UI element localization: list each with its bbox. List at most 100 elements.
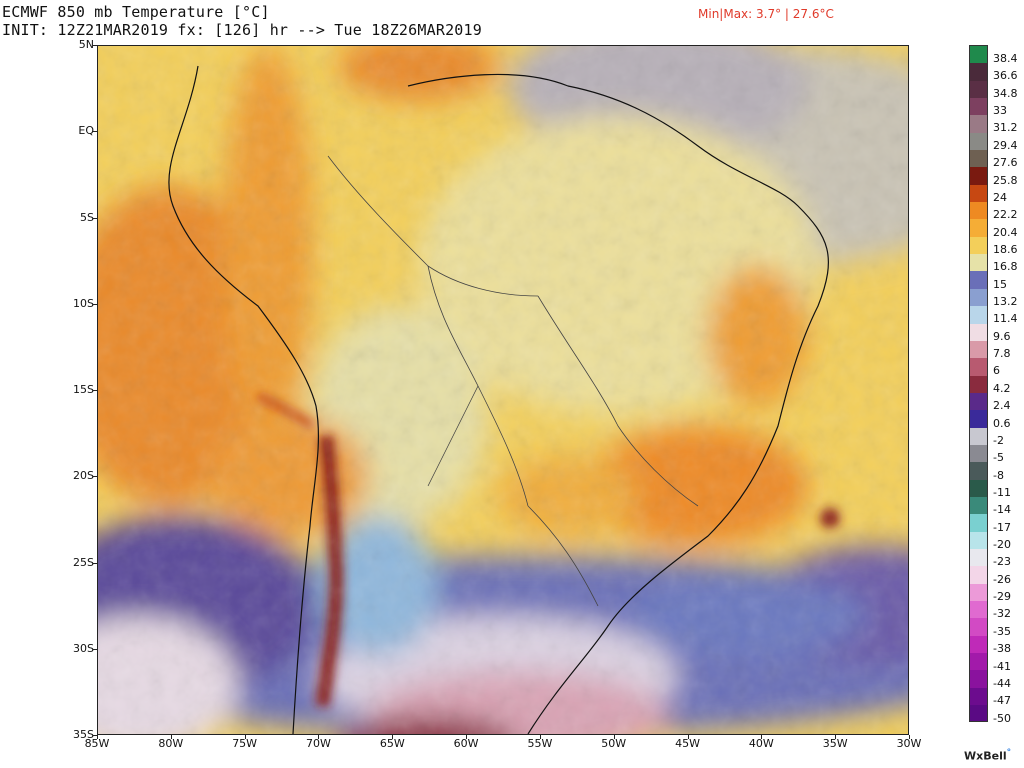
lat-tick [93,476,97,478]
color-scale-label: 25.8 [993,173,1018,187]
color-scale-cell [970,202,987,220]
lon-tick [170,735,172,739]
color-scale-label: 36.6 [993,69,1018,83]
lon-tick [392,735,394,739]
lon-label: 55W [527,737,553,750]
color-scale-cell [970,566,987,584]
color-scale-cell [970,375,987,393]
color-scale-cell [970,236,987,255]
color-scale-cell [970,444,987,463]
temperature-map[interactable] [97,45,909,735]
color-scale-cell [970,46,987,64]
lon-tick [909,735,910,739]
color-scale-cell [970,705,987,721]
lat-label: 10S [73,296,94,310]
color-scale-label: -5 [993,451,1004,465]
color-scale-cell [970,462,987,480]
color-scale-cell [970,323,987,341]
color-scale-label: 11.4 [993,312,1018,326]
color-scale-label: 31.2 [993,121,1018,135]
lat-tick [93,45,97,46]
color-scale-label: 38.4 [993,52,1018,65]
lat-label: 20S [73,469,94,483]
lon-tick [466,735,468,739]
color-scale-cell [970,167,987,185]
wxbell-logo: WxBell° [964,748,1011,763]
color-scale-label: 33 [993,104,1007,118]
color-scale-label: 9.6 [993,329,1011,343]
lon-tick [835,735,837,739]
lat-label: 35S [73,728,94,741]
color-scale-label: -8 [993,468,1004,482]
lon-label: 65W [379,737,405,750]
color-scale-label: 20.4 [993,225,1018,239]
color-scale-label: 2.4 [993,399,1011,413]
color-scale-label: -26 [993,572,1011,586]
color-scale-cell [970,184,987,203]
lat-tick [93,390,97,391]
lat-label: 5S [80,210,94,224]
color-scale-label: -47 [993,694,1011,708]
lat-tick [93,131,97,133]
lat-label: 25S [73,555,94,569]
lat-label: EQ [78,124,94,138]
color-scale-label: 4.2 [993,381,1011,395]
lat-label: 30S [73,641,94,655]
color-scale-label: 6 [993,364,1000,378]
brand-mark: ° [1006,748,1012,758]
color-scale-label: 18.6 [993,242,1018,256]
color-scale-cell [970,653,987,671]
color-scale-cell [970,219,987,237]
lon-tick [318,735,320,739]
lon-label: 40W [748,737,774,750]
color-scale-label: 13.2 [993,295,1018,309]
coastlines [168,65,829,734]
color-scale-cell [970,150,987,168]
color-scale-label: 24 [993,190,1007,204]
color-scale-label: 34.8 [993,86,1018,100]
color-scale-label: 16.8 [993,260,1018,274]
lon-label: 35W [822,737,848,750]
map-canvas [98,46,908,734]
color-scale-cell [970,479,987,497]
color-scale-cell [970,410,987,428]
color-scale-cell [970,288,987,307]
color-scale-cell [970,306,987,324]
borders [327,155,699,607]
lon-label: 60W [453,737,479,750]
lon-tick [761,735,763,739]
color-scale-cell [970,670,987,688]
color-scale-label: -23 [993,555,1011,569]
brand-name: WxBell [964,749,1007,763]
lon-label: 80W [158,737,184,750]
color-scale-cell [970,392,987,411]
color-scale-label: 22.2 [993,208,1018,222]
color-scale-cell [970,496,987,515]
lon-label: 75W [232,737,258,750]
lat-tick [93,735,97,736]
color-scale-label: -11 [993,485,1011,499]
color-scale-label: -38 [993,642,1011,656]
color-scale-cell [970,254,987,272]
color-scale-label: 27.6 [993,156,1018,170]
min-max-readout: Min|Max: 3.7° | 27.6°C [698,7,834,21]
lon-label: 50W [601,737,627,750]
init-forecast-line: INIT: 12Z21MAR2019 fx: [126] hr --> Tue … [2,21,482,39]
color-scale-label: -50 [993,711,1011,725]
color-scale-bar [969,45,988,722]
color-scale-cell [970,427,987,445]
color-scale-cell [970,601,987,619]
color-scale-cell [970,80,987,99]
lon-tick [244,735,246,739]
lon-tick [613,735,615,739]
color-scale-label: 0.6 [993,416,1011,430]
color-scale-label: 7.8 [993,347,1011,361]
color-scale-label: -14 [993,503,1011,517]
color-scale-label: -32 [993,607,1011,621]
chart-title: ECMWF 850 mb Temperature [°C] [2,3,270,21]
lat-tick [93,648,97,650]
lon-tick [687,735,689,739]
color-scale-cell [970,618,987,636]
lat-tick [93,303,97,305]
color-scale-label: -35 [993,624,1011,638]
